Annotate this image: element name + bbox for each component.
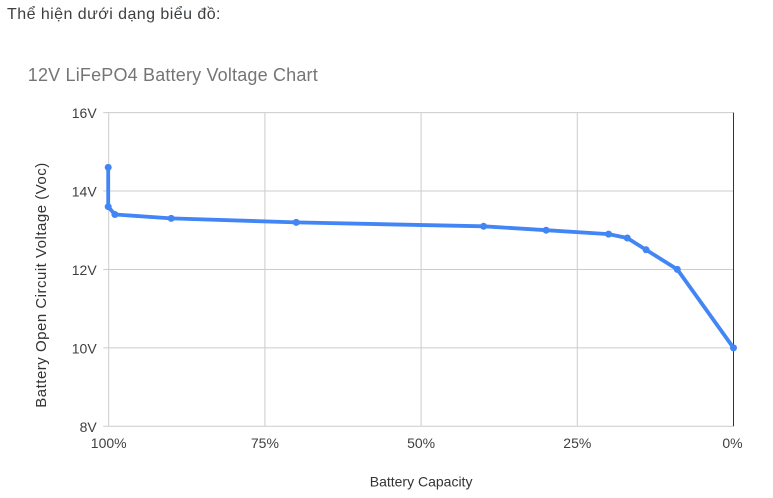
svg-text:10V: 10V [72, 340, 98, 356]
svg-text:12V: 12V [72, 262, 98, 278]
svg-text:25%: 25% [563, 435, 591, 451]
svg-text:Battery Open Circuit Voltage (: Battery Open Circuit Voltage (Voc) [33, 162, 50, 407]
svg-text:0%: 0% [722, 435, 742, 451]
svg-text:14V: 14V [72, 184, 98, 200]
svg-text:Battery Capacity: Battery Capacity [370, 474, 473, 490]
svg-text:75%: 75% [251, 435, 279, 451]
svg-text:50%: 50% [407, 435, 435, 451]
svg-text:12V LiFePO4 Battery Voltage Ch: 12V LiFePO4 Battery Voltage Chart [28, 65, 318, 85]
svg-text:100%: 100% [91, 435, 127, 451]
svg-text:8V: 8V [80, 419, 98, 435]
svg-text:16V: 16V [72, 105, 98, 121]
